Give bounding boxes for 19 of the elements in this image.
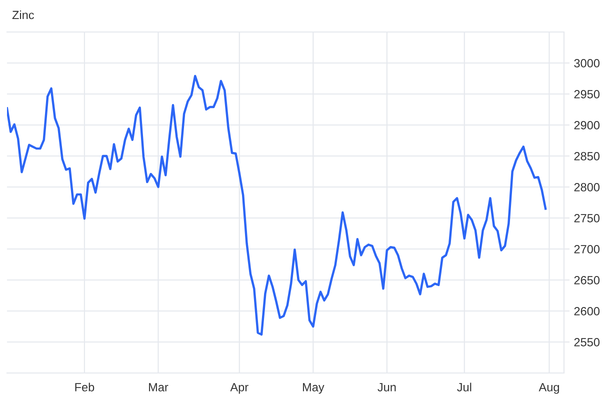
y-tick-label: 2950: [574, 90, 600, 98]
y-tick-label: 2550: [574, 338, 600, 346]
y-tick-label: 2800: [574, 183, 600, 192]
y-tick-label: 2700: [574, 245, 600, 254]
x-tick-label: Apr: [230, 383, 248, 394]
x-tick-label: Aug: [538, 383, 559, 394]
x-tick-label: May: [302, 383, 324, 394]
x-tick-label: Jul: [457, 382, 472, 392]
y-tick-label: 2600: [574, 307, 600, 316]
y-tick-label: 2900: [574, 121, 600, 130]
y-tick-label: 2650: [574, 276, 600, 284]
y-tick-label: 2850: [574, 152, 600, 160]
y-tick-label: 2750: [574, 214, 600, 222]
x-tick-label: Mar: [149, 383, 168, 392]
x-tick-label: Feb: [75, 382, 94, 392]
line-series: [7, 74, 547, 336]
x-tick-label: Jun: [378, 383, 396, 392]
y-tick-label: 3000: [574, 59, 600, 68]
chart-title: Zinc: [12, 10, 34, 20]
